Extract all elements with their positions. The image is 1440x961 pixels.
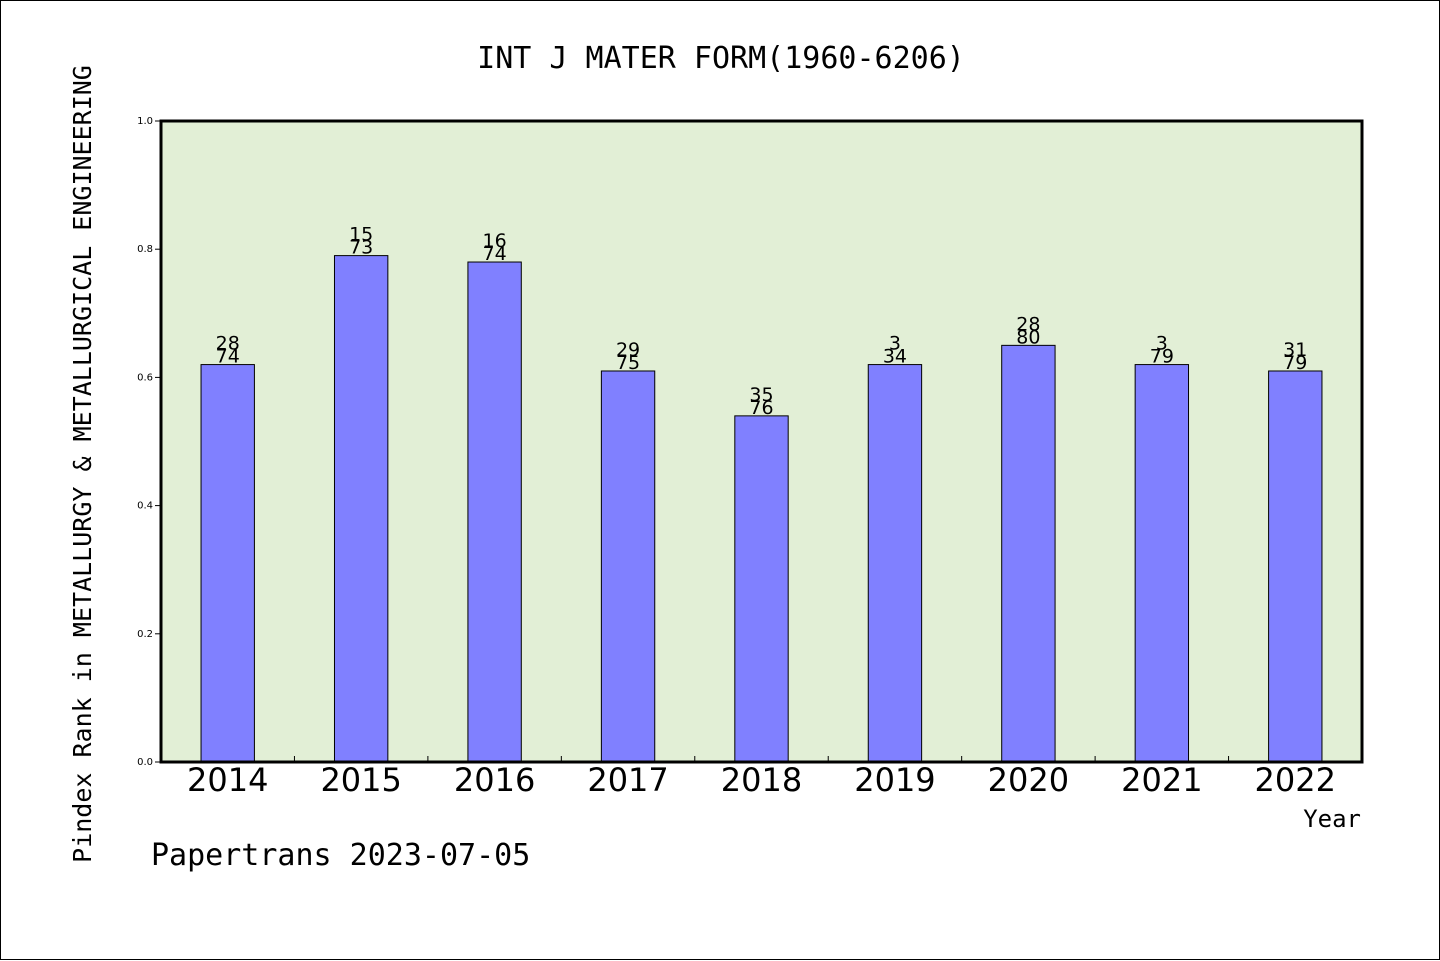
- bar-2018: [734, 415, 789, 763]
- y-tick-label-0.4: 0.4: [137, 501, 153, 512]
- bar-label-2014-2: 74: [216, 346, 240, 368]
- y-axis-ticks: 0.0 0.2 0.4 0.6 0.8 1.0: [137, 116, 161, 768]
- y-tick-label-1.0: 1.0: [137, 116, 153, 127]
- bar-label-2022-2: 79: [1283, 352, 1307, 374]
- bar-label-2020-2: 80: [1016, 326, 1040, 348]
- bar-2014: [200, 364, 255, 763]
- bar-2020: [1001, 344, 1056, 763]
- x-axis-ticks: 2014 2015 2016 2017 2018 2019 2020 2021 2022: [187, 756, 1336, 799]
- bar-label-2018-2: 76: [749, 397, 773, 419]
- bars-group: [200, 255, 1323, 763]
- bar-label-2016-2: 74: [483, 243, 507, 265]
- bar-2019: [867, 364, 923, 763]
- x-tick-label-2021: 2021: [1121, 761, 1202, 799]
- x-tick-label-2016: 2016: [454, 761, 535, 799]
- bar-2022: [1268, 370, 1323, 763]
- x-tick-label-2018: 2018: [721, 761, 802, 799]
- x-tick-label-2019: 2019: [854, 761, 935, 799]
- bar-label-2019-2: 34: [883, 346, 907, 368]
- bar-label-2019-1: 3: [889, 333, 901, 355]
- bar-2016: [467, 261, 522, 763]
- bar-label-2014-1: 28: [216, 333, 240, 355]
- bar-label-2021-2: 79: [1150, 346, 1174, 368]
- bar-label-2015-1: 15: [349, 224, 373, 246]
- bar-label-2016-1: 16: [483, 230, 507, 252]
- bar-2015: [333, 255, 389, 763]
- x-tick-label-2020: 2020: [988, 761, 1069, 799]
- watermark-text: Papertrans 2023-07-05: [151, 838, 530, 873]
- y-tick-label-0.8: 0.8: [137, 244, 153, 255]
- bar-label-2017-1: 29: [616, 339, 640, 361]
- x-tick-label-2015: 2015: [320, 761, 401, 799]
- x-tick-label-2017: 2017: [587, 761, 668, 799]
- bar-label-2022-1: 31: [1283, 339, 1307, 361]
- chart-title: INT J MATER FORM(1960-6206): [477, 41, 965, 76]
- x-tick-label-2014: 2014: [187, 761, 268, 799]
- bar-label-2021-1: 3: [1156, 333, 1168, 355]
- x-tick-label-2022: 2022: [1255, 761, 1336, 799]
- bar-2021: [1134, 364, 1190, 763]
- plot-frame: [159, 119, 1364, 764]
- y-tick-label-0.6: 0.6: [137, 372, 153, 383]
- x-axis-label: Year: [1303, 805, 1361, 833]
- bar-label-2017-2: 75: [616, 352, 640, 374]
- bar-label-2015-2: 73: [349, 237, 373, 259]
- bar-2017: [600, 370, 656, 763]
- bar-label-2020-1: 28: [1016, 313, 1040, 335]
- y-axis-label: Pindex Rank in METALLURGY & METALLURGICA…: [68, 65, 97, 863]
- bar-label-2018-1: 35: [749, 384, 773, 406]
- y-tick-label-0.0: 0.0: [137, 757, 153, 768]
- y-tick-label-0.2: 0.2: [137, 629, 153, 640]
